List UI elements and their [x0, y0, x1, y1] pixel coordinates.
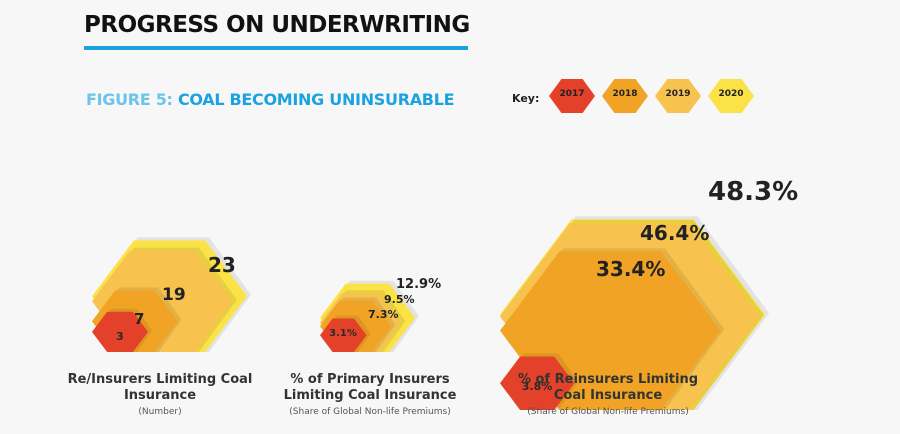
chart2-subtitle: (Share of Global Non-life Premiums) [289, 407, 451, 417]
chart2-title: % of Primary Insurers Limiting Coal Insu… [283, 372, 457, 403]
hexagon-2017 [320, 318, 367, 352]
chart-1: 37 19 23 [92, 237, 251, 352]
value-label-2018: 7 [134, 310, 144, 328]
value-label-2020: 48.3% [708, 177, 798, 207]
legend-item-2020: 2020 [707, 78, 755, 114]
chart3-caption: % of Reinsurers Limiting Coal Insurance … [508, 372, 708, 417]
chart-3: 3.8% 33.4% 46.4% 48.3% [500, 177, 798, 410]
legend-item-2018: 2018 [601, 78, 649, 114]
legend-label: 2017 [559, 89, 585, 99]
chart3-subtitle: (Share of Global Non-life Premiums) [527, 407, 689, 417]
chart2-caption: % of Primary Insurers Limiting Coal Insu… [270, 372, 470, 417]
value-label-2019: 46.4% [640, 221, 709, 245]
hexagon-2017 [92, 311, 148, 352]
hexagon-2017 [500, 356, 575, 410]
chart3-title: % of Reinsurers Limiting Coal Insurance [517, 372, 699, 403]
value-label-2017: 3 [116, 330, 124, 343]
value-label-2017: 3.8% [522, 380, 553, 393]
chart1-subtitle: (Number) [138, 407, 182, 417]
chart1-title: Re/Insurers Limiting Coal Insurance [67, 372, 253, 403]
value-label-2020: 23 [208, 253, 236, 277]
value-label-2017: 3.1% [329, 328, 357, 339]
chart1-caption: Re/Insurers Limiting Coal Insurance (Num… [60, 372, 260, 417]
figure-name: COAL BECOMING UNINSURABLE [177, 90, 455, 109]
figure-title: FIGURE 5: COAL BECOMING UNINSURABLE [86, 90, 455, 109]
page-title: PROGRESS ON UNDERWRITING [84, 12, 470, 38]
value-label-2020: 12.9% [396, 277, 441, 292]
legend-label: 2018 [612, 89, 638, 99]
legend-item-2017: 2017 [548, 78, 596, 114]
title-underline [84, 46, 468, 50]
figure-number: FIGURE 5: [86, 90, 173, 109]
value-label-2019: 19 [162, 285, 186, 305]
legend-label: 2020 [718, 89, 744, 99]
chart-2: 3.1% 7.3% 9.5%12.9% [320, 277, 441, 352]
value-label-2019: 9.5% [384, 293, 415, 306]
legend-label: 2019 [665, 89, 691, 99]
value-label-2018: 33.4% [596, 257, 665, 281]
value-label-2018: 7.3% [368, 308, 399, 321]
key-label: Key: [512, 92, 540, 105]
legend-item-2019: 2019 [654, 78, 702, 114]
